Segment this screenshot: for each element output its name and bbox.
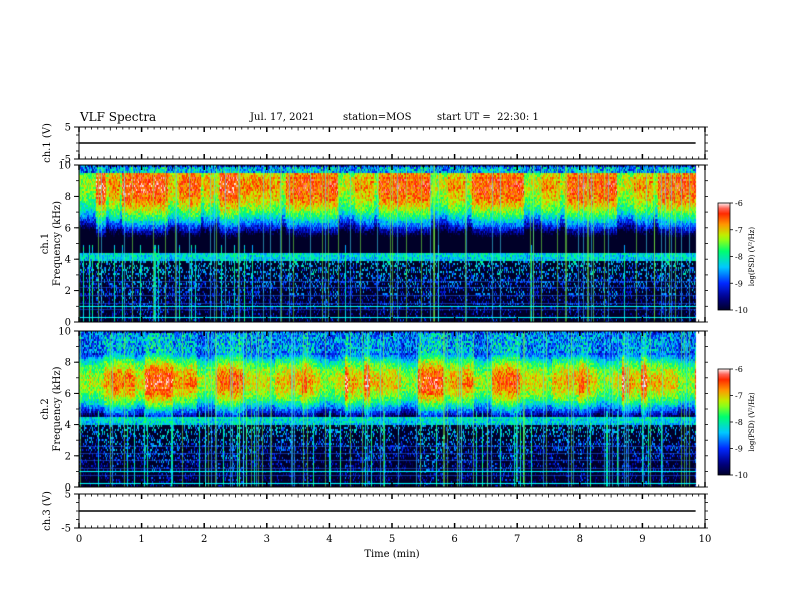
- ch2-spectrogram-ylabel: Frequency (kHz): [52, 366, 63, 451]
- ch1-spectrogram-ytick-label: 2: [65, 286, 71, 297]
- ch2-spectrogram-colorbar: [717, 368, 731, 476]
- ch2-spectrogram-ytick-label: 8: [65, 358, 71, 369]
- date-label: Jul. 17, 2021: [250, 112, 315, 123]
- ch1-spectrogram-ytick-label: 8: [65, 192, 71, 203]
- ch2-spectrogram-colorbar-label: -9: [735, 445, 743, 454]
- ch2-spectrogram-ytick-label: 2: [65, 451, 71, 462]
- ch1-spectrogram-colorbar: [717, 202, 731, 311]
- ch2-spectrogram-colorbar-label: -10: [735, 471, 748, 480]
- ch1-spectrogram-ytick-label: 4: [65, 255, 71, 266]
- ch2-spectrogram-ylabel: ch.2: [40, 398, 51, 420]
- ch3-waveform-ytick-label: -5: [61, 524, 71, 535]
- ch2-spectrogram-colorbar-title: log(PSD) (V²/Hz): [748, 392, 756, 451]
- ch1-spectrogram-colorbar-title: log(PSD) (V²/Hz): [748, 227, 756, 286]
- ch1-spectrogram-ytick-label: 6: [65, 223, 71, 234]
- ch2-spectrogram-ytick-label: 0: [65, 483, 71, 494]
- x-tick-label: 0: [76, 534, 82, 545]
- ch2-spectrogram-image: [79, 331, 705, 487]
- ch1-spectrogram-ylabel: ch.1: [40, 233, 51, 255]
- x-tick-label: 9: [639, 534, 645, 545]
- ch2-spectrogram-ytick-label: 4: [65, 420, 71, 431]
- ch2-spectrogram-colorbar-label: -8: [735, 418, 743, 427]
- ch1-spectrogram-colorbar-label: -8: [735, 253, 743, 262]
- ch2-spectrogram-canvas: [79, 331, 705, 487]
- ch2-spectrogram-colorbar-label: -7: [735, 392, 743, 401]
- ch1-waveform-ytick-label: 5: [65, 123, 71, 134]
- x-tick-label: 6: [451, 534, 457, 545]
- x-tick-label: 7: [514, 534, 520, 545]
- station-label: station=MOS: [343, 112, 412, 123]
- x-tick-label: 4: [326, 534, 332, 545]
- ch1-waveform-ylabel: ch.1 (V): [42, 123, 53, 163]
- ch1-spectrogram-image: [79, 165, 705, 322]
- ch2-spectrogram-ytick-label: 6: [65, 389, 71, 400]
- ch3-waveform-ytick-label: 5: [65, 490, 71, 501]
- start-time-label: start UT = 22:30: 1: [437, 112, 539, 123]
- x-tick-label: 2: [201, 534, 207, 545]
- x-tick-label: 1: [138, 534, 144, 545]
- x-tick-label: 10: [699, 534, 712, 545]
- ch1-spectrogram-colorbar-label: -6: [735, 199, 743, 208]
- ch1-spectrogram-ytick-label: 10: [58, 161, 71, 172]
- ch1-spectrogram-ylabel: Frequency (kHz): [52, 201, 63, 286]
- x-axis-label: Time (min): [364, 549, 419, 560]
- x-tick-label: 8: [577, 534, 583, 545]
- ch1-spectrogram-colorbar-label: -9: [735, 279, 743, 288]
- ch2-spectrogram-ytick-label: 10: [58, 327, 71, 338]
- ch1-spectrogram-ytick-label: 0: [65, 318, 71, 329]
- x-tick-label: 3: [264, 534, 270, 545]
- ch3-waveform-ylabel: ch.3 (V): [42, 491, 53, 531]
- figure-title: VLF Spectra: [80, 110, 157, 124]
- ch1-spectrogram-colorbar-label: -10: [735, 306, 748, 315]
- ch1-waveform-ytick-label: -5: [61, 155, 71, 166]
- ch1-spectrogram-colorbar-label: -7: [735, 226, 743, 235]
- ch1-spectrogram-canvas: [79, 165, 705, 322]
- ch2-spectrogram-colorbar-label: -6: [735, 365, 743, 374]
- x-tick-label: 5: [389, 534, 395, 545]
